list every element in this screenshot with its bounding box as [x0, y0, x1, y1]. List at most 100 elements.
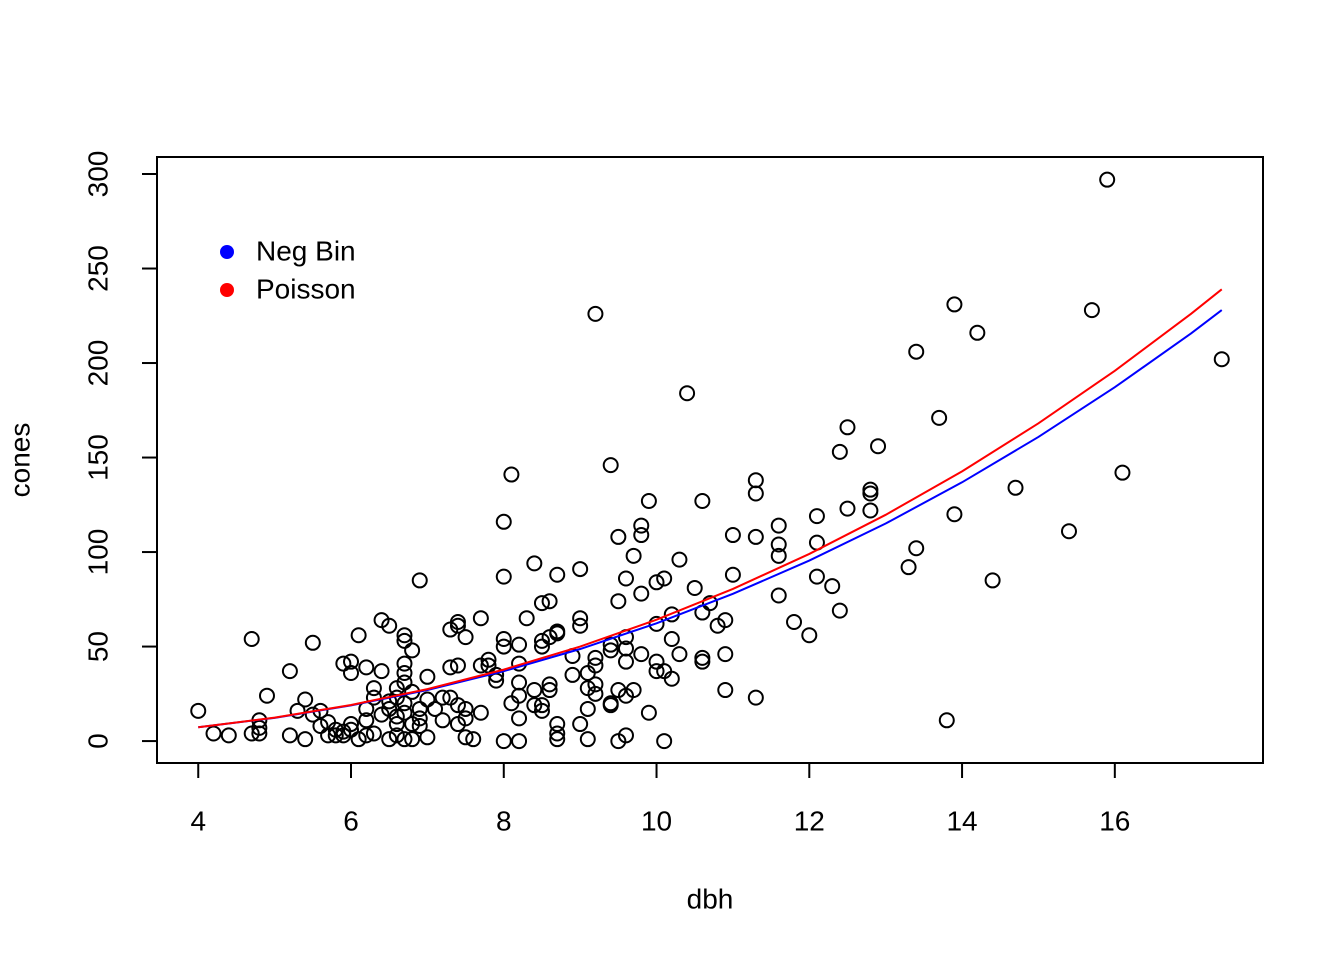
x-tick-label: 6 — [343, 805, 359, 836]
y-tick-label: 200 — [82, 340, 113, 387]
point — [358, 659, 375, 676]
point — [549, 716, 566, 733]
point — [640, 704, 657, 721]
point — [480, 651, 497, 668]
legend-label: Poisson — [256, 273, 356, 304]
point — [602, 642, 619, 659]
point — [457, 700, 474, 717]
point — [747, 472, 764, 489]
point — [564, 666, 581, 683]
fit-line — [198, 309, 1223, 729]
point — [579, 731, 596, 748]
point — [350, 731, 367, 748]
point — [449, 657, 466, 674]
point — [663, 670, 680, 687]
point — [396, 731, 413, 748]
point — [472, 610, 489, 627]
point — [541, 682, 558, 699]
point — [549, 566, 566, 583]
point — [1083, 302, 1100, 319]
point — [633, 646, 650, 663]
point — [617, 653, 634, 670]
point — [396, 665, 413, 682]
point — [549, 725, 566, 742]
point — [747, 689, 764, 706]
point — [587, 685, 604, 702]
point — [938, 712, 955, 729]
point — [533, 697, 550, 714]
point — [343, 653, 360, 670]
point — [946, 296, 963, 313]
point — [717, 646, 734, 663]
point — [1007, 479, 1024, 496]
point — [457, 629, 474, 646]
point — [411, 717, 428, 734]
point — [610, 593, 627, 610]
point — [1213, 351, 1230, 368]
point — [625, 547, 642, 564]
point — [587, 649, 604, 666]
point — [617, 727, 634, 744]
point — [770, 547, 787, 564]
legend-marker — [220, 245, 234, 259]
point — [327, 727, 344, 744]
point — [343, 716, 360, 733]
point — [381, 693, 398, 710]
x-axis-label: dbh — [687, 883, 734, 914]
point — [495, 638, 512, 655]
point — [541, 593, 558, 610]
point — [365, 689, 382, 706]
point — [335, 655, 352, 672]
point — [365, 680, 382, 697]
point — [900, 559, 917, 576]
point — [831, 443, 848, 460]
point — [396, 674, 413, 691]
point — [870, 438, 887, 455]
point — [434, 689, 451, 706]
point — [495, 733, 512, 750]
point — [258, 687, 275, 704]
point — [457, 710, 474, 727]
point — [533, 638, 550, 655]
point — [656, 570, 673, 587]
point — [717, 682, 734, 699]
point — [984, 572, 1001, 589]
point — [656, 733, 673, 750]
point — [717, 612, 734, 629]
point — [388, 727, 405, 744]
point — [304, 634, 321, 651]
point — [503, 466, 520, 483]
point — [686, 579, 703, 596]
point — [587, 305, 604, 322]
point — [343, 665, 360, 682]
point — [304, 706, 321, 723]
point — [831, 602, 848, 619]
point — [411, 700, 428, 717]
point — [312, 717, 329, 734]
point — [724, 527, 741, 544]
point — [373, 663, 390, 680]
point — [503, 695, 520, 712]
point — [648, 574, 665, 591]
point — [190, 702, 207, 719]
point — [495, 631, 512, 648]
point — [946, 506, 963, 523]
y-tick-label: 150 — [82, 434, 113, 481]
point — [648, 653, 665, 670]
point — [396, 695, 413, 712]
point — [526, 555, 543, 572]
point — [679, 385, 696, 402]
point — [908, 540, 925, 557]
point — [617, 570, 634, 587]
point — [281, 663, 298, 680]
point — [640, 493, 657, 510]
point — [297, 731, 314, 748]
point — [281, 727, 298, 744]
point — [694, 653, 711, 670]
point — [572, 617, 589, 634]
point — [625, 682, 642, 699]
point — [419, 668, 436, 685]
point — [343, 721, 360, 738]
point — [587, 657, 604, 674]
